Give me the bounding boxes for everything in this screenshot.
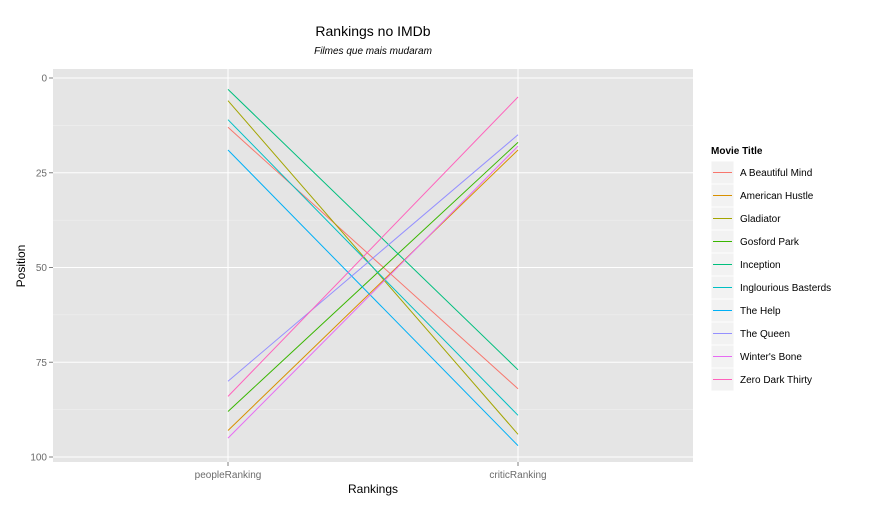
grid [53, 69, 693, 462]
legend: Movie Title A Beautiful Mind American Hus… [710, 146, 831, 392]
y-axis-title: Position [14, 245, 28, 288]
series-line [227, 134, 519, 382]
series-line [227, 145, 519, 439]
legend-label: Inglourious Basterds [740, 283, 831, 294]
series-line [227, 149, 519, 446]
x-axis: peopleRanking criticRanking [195, 462, 547, 481]
legend-label: Inception [740, 260, 781, 271]
legend-label: Zero Dark Thirty [740, 375, 812, 386]
x-axis-title: Rankings [348, 482, 398, 496]
y-tick-label: 25 [36, 168, 48, 179]
y-tick-label: 0 [41, 74, 47, 85]
legend-label: The Queen [740, 329, 790, 340]
legend-label: The Help [740, 306, 781, 317]
legend-title: Movie Title [711, 146, 763, 157]
legend-label: Winter's Bone [740, 352, 802, 363]
series-line [227, 89, 519, 371]
x-tick-label: criticRanking [489, 470, 546, 481]
legend-label: American Hustle [740, 191, 814, 202]
series-line [227, 96, 519, 397]
plot-panel [53, 69, 693, 462]
y-axis: 0 25 50 75 100 [30, 74, 53, 464]
legend-label: Gosford Park [740, 237, 800, 248]
chart-title: Rankings no IMDb [315, 23, 430, 39]
y-tick-label: 75 [36, 358, 48, 369]
series-line [227, 142, 519, 412]
y-tick-label: 50 [36, 263, 48, 274]
y-tick-label: 100 [30, 453, 47, 464]
chart-subtitle: Filmes que mais mudaram [314, 46, 432, 57]
series-line [227, 119, 519, 416]
legend-label: A Beautiful Mind [740, 168, 812, 179]
legend-label: Gladiator [740, 214, 781, 225]
series-lines [227, 89, 519, 446]
series-line [227, 149, 519, 431]
x-tick-label: peopleRanking [195, 470, 262, 481]
